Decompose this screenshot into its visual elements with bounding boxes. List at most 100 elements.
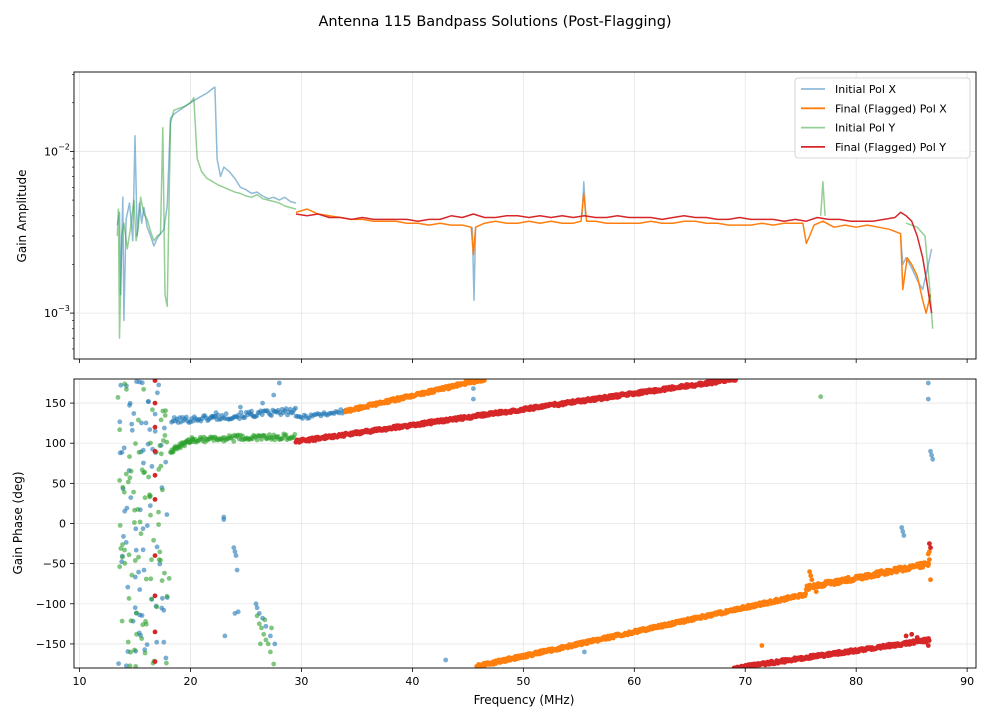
phase-point	[136, 417, 141, 423]
phase-point	[146, 474, 152, 480]
phase-point	[133, 664, 139, 668]
phase-point	[210, 415, 216, 420]
phase-point	[213, 410, 219, 416]
phase-point	[148, 576, 154, 582]
phase-point	[124, 386, 129, 392]
phase-point	[163, 655, 169, 661]
phase-point	[149, 464, 155, 469]
phase-point	[133, 547, 139, 553]
phase-point	[253, 601, 259, 607]
phase-point	[145, 399, 151, 405]
phase-point	[140, 547, 146, 553]
phase-point	[152, 411, 158, 417]
phase-point	[123, 471, 129, 477]
phase-point	[117, 450, 123, 456]
phase-point	[263, 623, 269, 629]
phase-point	[134, 631, 140, 637]
phase-point	[164, 660, 169, 666]
phase-point	[759, 643, 765, 648]
phase-point	[481, 379, 487, 383]
phase-ytick-label--100: −100	[36, 598, 66, 611]
phase-point	[118, 546, 124, 551]
phase-point	[117, 564, 123, 570]
phase-point	[117, 478, 122, 483]
phase-ytick-label-0: 0	[59, 518, 66, 531]
phase-point	[582, 649, 587, 655]
phase-point	[259, 437, 264, 442]
phase-ytick-label--150: −150	[36, 638, 66, 651]
phase-point	[809, 577, 815, 583]
phase-point	[131, 489, 137, 495]
phase-point	[147, 503, 153, 509]
phase-point	[117, 427, 123, 433]
phase-ytick-label--50: −50	[43, 558, 66, 571]
phase-point	[818, 394, 824, 400]
legend-label-1: Final (Flagged) Pol X	[835, 102, 947, 115]
phase-xtick-label-40: 40	[405, 675, 419, 688]
phase-point	[128, 468, 134, 474]
phase-series-2	[115, 381, 824, 668]
phase-point	[926, 638, 932, 643]
phase-point	[808, 573, 814, 579]
phase-point	[271, 392, 277, 398]
phase-point	[124, 663, 129, 668]
phase-point	[152, 400, 158, 406]
phase-xtick-label-50: 50	[516, 675, 530, 688]
phase-xtick-label-90: 90	[960, 675, 974, 688]
phase-point	[132, 605, 138, 611]
phase-xtick-label-30: 30	[294, 675, 308, 688]
phase-point	[141, 386, 147, 392]
phase-point	[138, 531, 144, 537]
phase-point	[132, 520, 137, 525]
phase-point	[929, 452, 934, 458]
phase-point	[120, 542, 125, 547]
phase-point	[276, 380, 282, 386]
phase-point	[120, 554, 125, 560]
phase-point	[156, 522, 162, 527]
phase-point	[147, 427, 153, 432]
phase-point	[163, 459, 169, 465]
phase-point	[268, 633, 273, 639]
phase-point	[158, 451, 164, 457]
phase-point	[141, 460, 146, 466]
phase-point	[152, 593, 158, 599]
phase-point	[183, 414, 189, 420]
phase-point	[272, 641, 278, 647]
phase-point	[117, 523, 123, 528]
phase-point	[152, 497, 158, 502]
phase-series	[115, 379, 936, 668]
phase-point	[261, 631, 267, 637]
phase-point	[131, 411, 137, 416]
phase-point	[125, 479, 131, 485]
phase-point	[136, 569, 142, 575]
phase-point	[122, 381, 128, 387]
phase-point	[269, 625, 274, 631]
phase-point	[122, 547, 127, 553]
phase-point	[925, 380, 931, 386]
amp-ytick-label-0: 10−3	[44, 304, 70, 320]
phase-point	[287, 406, 293, 412]
figure-title: Antenna 115 Bandpass Solutions (Post-Fla…	[318, 14, 671, 30]
phase-point	[149, 557, 154, 563]
phase-ylabel: Gain Phase (deg)	[11, 471, 25, 574]
phase-point	[920, 637, 926, 643]
legend-label-0: Initial Pol X	[835, 83, 896, 96]
phase-point	[260, 400, 265, 406]
phase-point	[159, 578, 165, 583]
phase-xtick-label-60: 60	[627, 675, 641, 688]
phase-point	[166, 576, 172, 581]
phase-point	[903, 633, 909, 639]
phase-point	[930, 456, 936, 462]
phase-point	[927, 541, 932, 546]
phase-point	[142, 469, 148, 475]
phase-point	[144, 642, 150, 647]
phase-point	[156, 382, 162, 388]
phase-point	[909, 631, 915, 637]
phase-point	[803, 591, 808, 597]
phase-point	[925, 643, 931, 648]
phase-ticks: 10 20 30 40 50 60 70 80 90 −150 −100 −50 0 50 100 150	[36, 397, 974, 688]
phase-point	[254, 613, 260, 619]
phase-ytick-label-100: 100	[45, 437, 66, 450]
phase-point	[232, 611, 238, 616]
phase-point	[120, 484, 126, 490]
